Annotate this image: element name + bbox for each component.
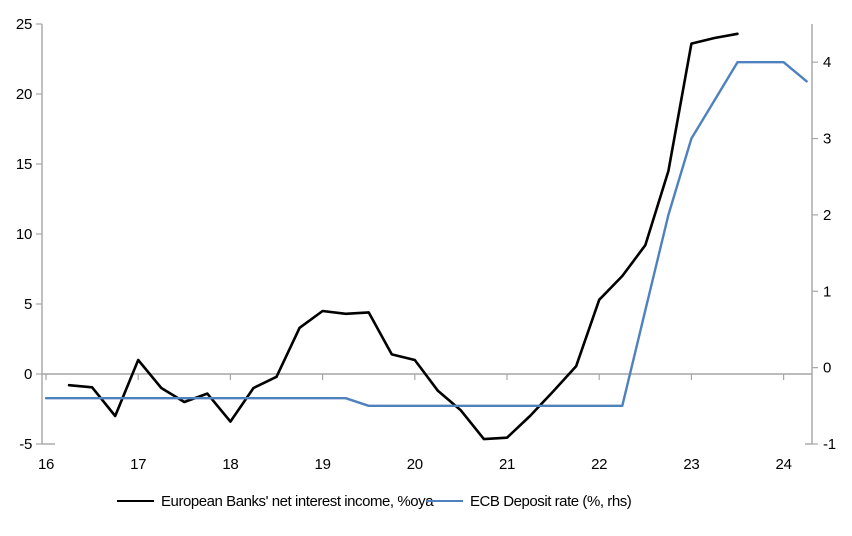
right-axis-label: 2 <box>823 207 831 224</box>
right-axis-label: 0 <box>823 360 831 377</box>
x-axis-label: 18 <box>222 456 238 473</box>
x-axis-label: 21 <box>499 456 515 473</box>
blue-line-swatch-icon <box>426 500 463 502</box>
legend-item-net-interest-income: European Banks' net interest income, %oy… <box>117 491 434 511</box>
legend-label-net-interest-income: European Banks' net interest income, %oy… <box>161 492 434 510</box>
left-axis-label: 5 <box>24 296 32 313</box>
black-line-swatch-icon <box>117 500 154 502</box>
left-axis-label: 15 <box>16 156 32 173</box>
x-axis-label: 23 <box>683 456 699 473</box>
x-axis-label: 16 <box>38 456 54 473</box>
legend-item-ecb-deposit-rate: ECB Deposit rate (%, rhs) <box>426 491 632 511</box>
series-line-net-interest-income <box>67 32 739 441</box>
right-axis-label: 1 <box>823 283 831 300</box>
left-axis-label: 20 <box>16 86 32 103</box>
x-axis-label: 19 <box>315 456 331 473</box>
left-axis-label: 0 <box>24 366 32 383</box>
left-axis-label: -5 <box>19 436 32 453</box>
x-axis-label: 20 <box>407 456 423 473</box>
left-axis-label: 25 <box>16 16 32 33</box>
legend-label-ecb-deposit-rate: ECB Deposit rate (%, rhs) <box>470 492 632 510</box>
series-line-ecb-deposit-rate <box>44 61 808 407</box>
x-axis-label: 22 <box>591 456 607 473</box>
left-axis-label: 10 <box>16 226 32 243</box>
right-axis-label: -1 <box>823 436 836 453</box>
x-axis-label: 17 <box>130 456 146 473</box>
legend: European Banks' net interest income, %oy… <box>0 491 852 513</box>
right-axis-label: 4 <box>823 54 831 71</box>
right-axis-label: 3 <box>823 131 831 148</box>
x-axis-label: 24 <box>776 456 792 473</box>
